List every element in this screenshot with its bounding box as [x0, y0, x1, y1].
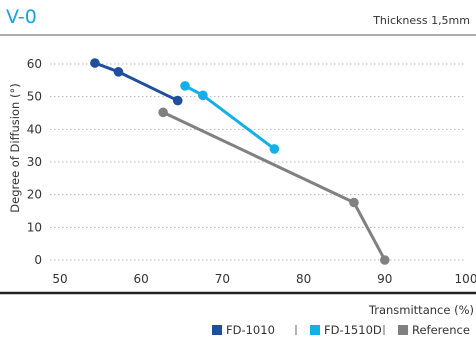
data-point-fd-1010	[172, 95, 183, 106]
x-tick-label: 100	[455, 272, 476, 286]
x-tick-labels: 50 60 70 80 90 100	[52, 272, 476, 286]
y-tick-label: 60	[27, 57, 42, 71]
plot-series	[90, 58, 390, 265]
y-tick-label: 40	[27, 122, 42, 136]
legend-swatch-fd-1010	[212, 325, 222, 335]
x-tick-label: 60	[134, 272, 149, 286]
x-axis-label: Transmittance (%)	[368, 303, 474, 317]
x-tick-label: 80	[296, 272, 311, 286]
x-tick-label: 50	[52, 272, 67, 286]
chart-subtitle: Thickness 1,5mm	[372, 14, 470, 27]
data-point-reference	[380, 255, 390, 265]
gridlines	[50, 63, 466, 261]
y-tick-label: 30	[27, 155, 42, 169]
y-tick-label: 20	[27, 188, 42, 202]
data-point-fd-1010	[113, 67, 124, 77]
data-point-fd-1510d	[180, 81, 190, 91]
legend-label-fd-1010: FD-1010	[226, 323, 275, 337]
legend: FD-1010 FD-1510D Reference	[212, 323, 470, 337]
data-point-fd-1510d	[269, 144, 280, 154]
data-point-fd-1010	[90, 58, 100, 68]
data-point-reference	[158, 107, 168, 118]
legend-label-fd-1510d: FD-1510D	[324, 323, 382, 337]
series-line-fd-1010	[94, 61, 179, 102]
y-tick-label: 50	[27, 90, 42, 104]
chart-title: V-0	[6, 6, 37, 28]
y-axis-label: Degree of Diffusion (°)	[8, 83, 22, 212]
legend-swatch-fd-1510d	[310, 325, 320, 335]
y-tick-label: 10	[27, 220, 42, 234]
data-point-reference	[349, 197, 359, 208]
x-tick-label: 70	[215, 272, 230, 286]
legend-swatch-reference	[398, 325, 408, 335]
series-line-reference	[162, 110, 387, 261]
data-point-fd-1510d	[198, 90, 208, 101]
legend-label-reference: Reference	[412, 323, 470, 337]
x-tick-label: 90	[377, 272, 392, 286]
y-tick-label: 0	[34, 253, 42, 267]
y-tick-labels: 0 10 20 30 40 50 60	[27, 57, 42, 267]
